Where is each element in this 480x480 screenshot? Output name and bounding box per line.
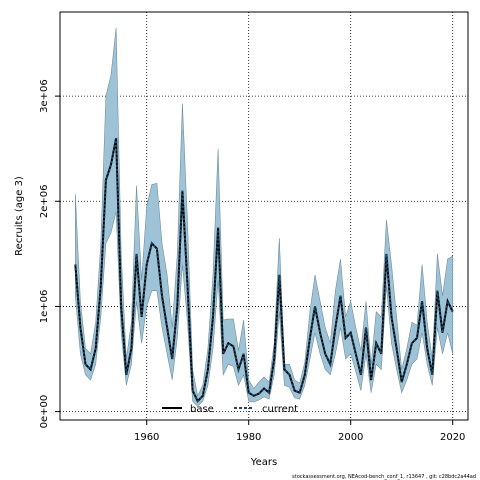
y-tick-label: 2e+06: [39, 184, 50, 218]
footer-note: stockassessment.org, NEAcod-bench_conf_1…: [292, 474, 476, 480]
x-tick-label: 1980: [236, 432, 261, 443]
legend-label-current: current: [262, 404, 298, 415]
y-tick-label: 3e+06: [39, 79, 50, 113]
legend-label-base: base: [190, 404, 214, 415]
y-axis: 0e+00 1e+06 2e+06 3e+06: [39, 79, 60, 428]
y-tick-label: 1e+06: [39, 290, 50, 324]
x-tick-label: 2020: [440, 432, 465, 443]
series-line-current: [74, 138, 454, 403]
y-axis-label: Recruits (age 3): [14, 176, 25, 256]
x-axis-label: Years: [250, 457, 277, 468]
confidence-band: [75, 27, 453, 407]
x-tick-label: 2000: [338, 432, 363, 443]
legend: base current: [162, 404, 298, 415]
plot-frame: [59, 11, 469, 421]
y-tick-label: 0e+00: [39, 395, 50, 429]
x-axis: 1960 1980 2000 2020: [134, 420, 465, 443]
x-tick-label: 1960: [134, 432, 159, 443]
